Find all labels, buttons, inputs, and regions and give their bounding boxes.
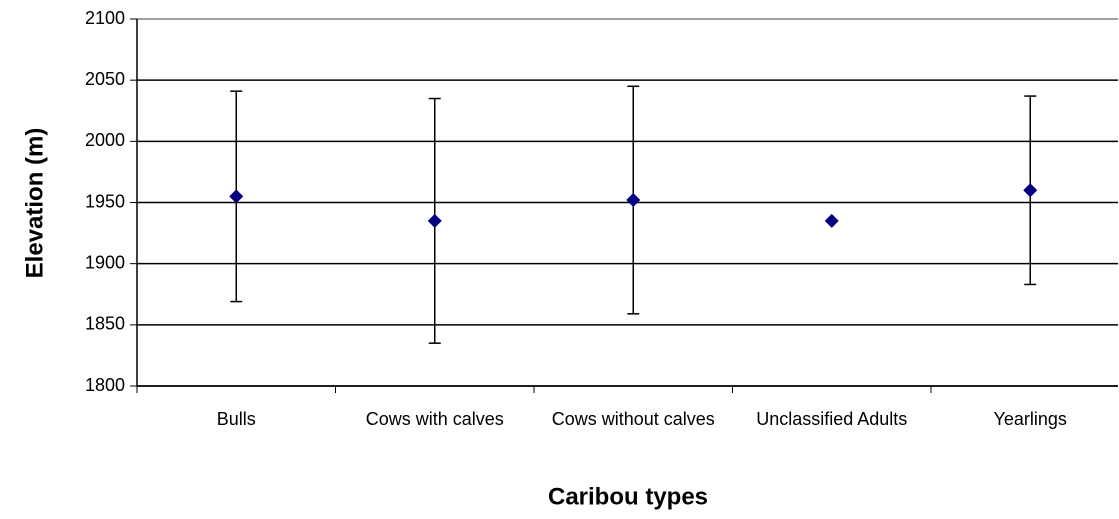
y-tick-label: 2050 xyxy=(85,69,125,89)
marker xyxy=(626,193,641,208)
y-axis-title: Elevation (m) xyxy=(21,128,48,279)
y-tick-label: 1850 xyxy=(85,314,125,334)
y-tick-label: 1900 xyxy=(85,252,125,272)
y-tick-label: 2100 xyxy=(85,8,125,28)
y-tick-label: 2000 xyxy=(85,130,125,150)
x-axis-title: Caribou types xyxy=(548,483,708,510)
x-tick-label: Yearlings xyxy=(994,409,1067,429)
marker xyxy=(1023,183,1038,198)
marker xyxy=(824,213,839,228)
x-tick-label: Cows with calves xyxy=(366,409,504,429)
x-tick-label: Unclassified Adults xyxy=(756,409,907,429)
x-tick-label: Bulls xyxy=(217,409,256,429)
x-tick-label: Cows without calves xyxy=(552,409,715,429)
y-tick-label: 1800 xyxy=(85,375,125,395)
marker xyxy=(427,213,442,228)
marker xyxy=(229,189,244,204)
y-tick-label: 1950 xyxy=(85,191,125,211)
